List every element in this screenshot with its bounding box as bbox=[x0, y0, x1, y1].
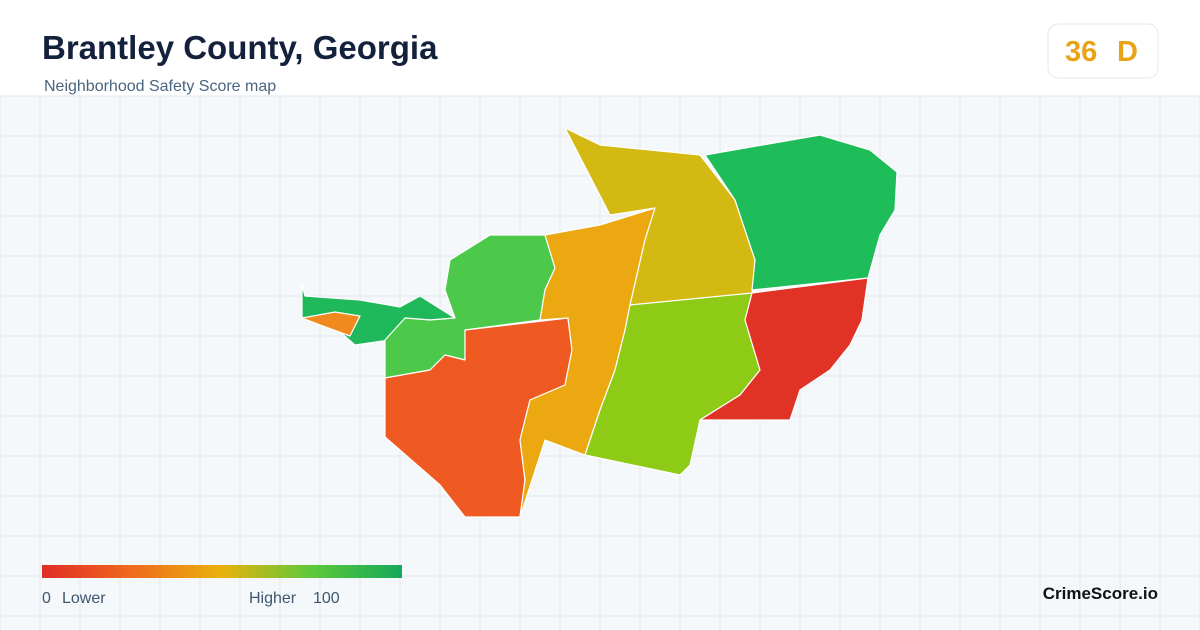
region bbox=[301, 311, 361, 337]
score-grade: D bbox=[1117, 36, 1138, 68]
legend-min-label: Lower bbox=[62, 590, 106, 607]
legend-max-label: Higher bbox=[249, 590, 297, 607]
legend-max: 100 bbox=[313, 590, 340, 607]
score-box bbox=[1047, 23, 1159, 79]
map bbox=[301, 127, 898, 518]
subtitle: Neighborhood Safety Score map bbox=[44, 78, 276, 95]
legend-min: 0 bbox=[42, 590, 51, 607]
title: Brantley County, Georgia bbox=[42, 29, 438, 66]
brand: CrimeScore.io bbox=[1043, 584, 1158, 603]
region bbox=[704, 134, 898, 291]
background-grid bbox=[0, 95, 1200, 630]
score-value: 36 bbox=[1065, 36, 1097, 68]
region bbox=[699, 277, 869, 421]
legend-bar bbox=[42, 565, 402, 578]
header-band bbox=[0, 0, 1200, 96]
